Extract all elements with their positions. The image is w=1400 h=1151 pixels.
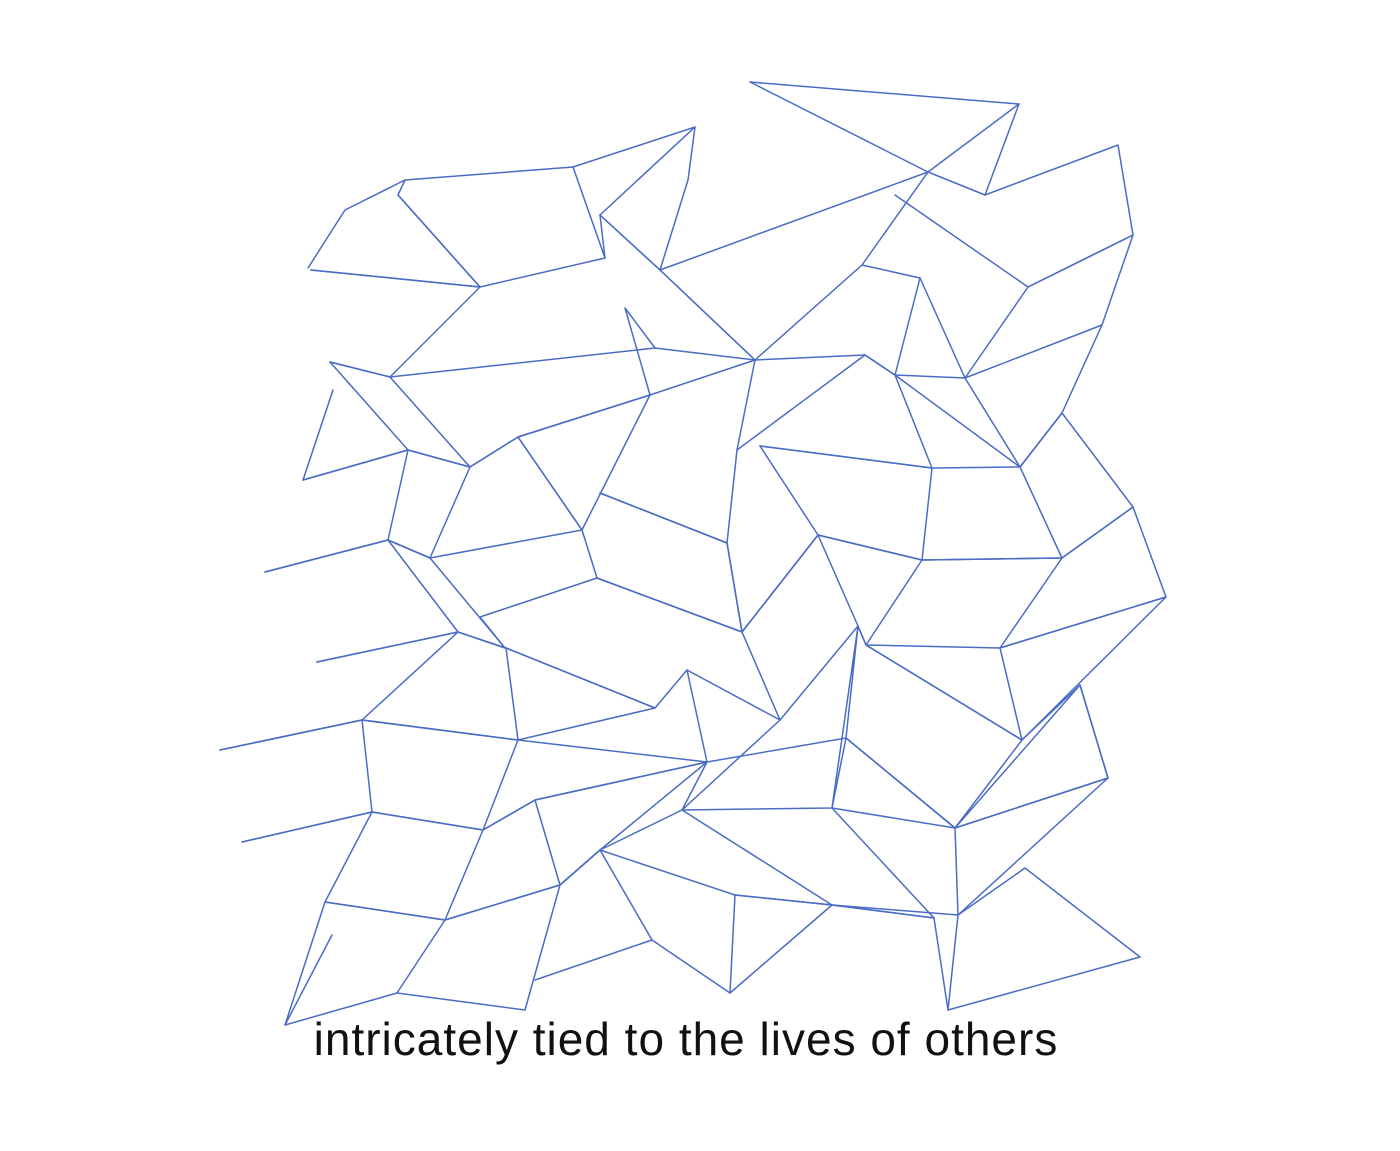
mesh-facet — [505, 647, 656, 741]
mesh-facet — [534, 761, 708, 886]
mesh-facet — [397, 166, 606, 288]
mesh-facet — [219, 631, 459, 751]
mesh-facet — [429, 436, 583, 559]
mesh-facet — [759, 445, 933, 561]
mesh-facet — [219, 719, 373, 843]
mesh-facet — [307, 179, 481, 288]
mesh-facet — [681, 737, 847, 811]
mesh-facet — [999, 596, 1167, 741]
mesh-facet — [894, 194, 1029, 379]
mesh-facet — [831, 807, 959, 916]
mesh-facet — [284, 901, 446, 1026]
mesh-facet — [817, 534, 923, 646]
mesh-facet — [845, 684, 1109, 829]
mesh-facet — [572, 126, 696, 259]
mesh-facet — [726, 445, 819, 633]
mesh-facet — [387, 449, 471, 559]
mesh-facet — [329, 361, 471, 468]
mesh-facet — [865, 557, 1063, 649]
mesh-facet — [749, 81, 929, 173]
mesh-facet — [482, 739, 708, 831]
mesh-facet — [984, 144, 1134, 288]
mesh-facet — [396, 884, 561, 1011]
mesh-facet — [857, 625, 1023, 741]
mesh-facet — [387, 539, 506, 649]
mesh-facet — [741, 534, 859, 721]
mesh-facet — [681, 669, 781, 811]
mesh-facet — [517, 394, 651, 531]
mesh-facet — [759, 354, 933, 469]
mesh-facet — [921, 466, 1063, 561]
mesh-facet — [999, 506, 1167, 649]
mesh-facet — [894, 324, 1103, 468]
mesh-facet — [599, 214, 756, 361]
mesh-facet — [534, 849, 653, 981]
mesh-facet — [831, 904, 959, 1011]
mesh-facet — [894, 374, 1021, 468]
mesh-facet — [947, 867, 1141, 1011]
mesh-facet — [479, 529, 598, 649]
mesh-facet — [736, 354, 866, 451]
mesh-facet — [964, 234, 1134, 379]
mesh-facet — [831, 807, 935, 919]
mesh-facet — [659, 171, 929, 361]
subtitle-caption: intricately tied to the lives of others — [313, 1013, 1059, 1065]
mesh-facet — [729, 894, 833, 994]
mesh-facet — [659, 81, 1020, 271]
mesh-facet — [505, 577, 781, 721]
mesh-facet — [845, 644, 1023, 829]
mesh-facet — [324, 811, 484, 921]
mesh-facet — [310, 269, 481, 378]
mesh-facet — [599, 126, 696, 271]
mesh-facet — [241, 811, 373, 1026]
mesh-facet — [599, 809, 833, 906]
mesh-facet — [954, 777, 1109, 916]
mesh-facet — [831, 625, 859, 809]
mesh-facet — [927, 103, 1020, 196]
mesh-facet — [1019, 412, 1134, 559]
mesh-facet — [599, 849, 736, 994]
mesh-facet — [599, 359, 756, 544]
mesh-facet — [596, 492, 743, 633]
mesh-facet — [954, 684, 1109, 829]
